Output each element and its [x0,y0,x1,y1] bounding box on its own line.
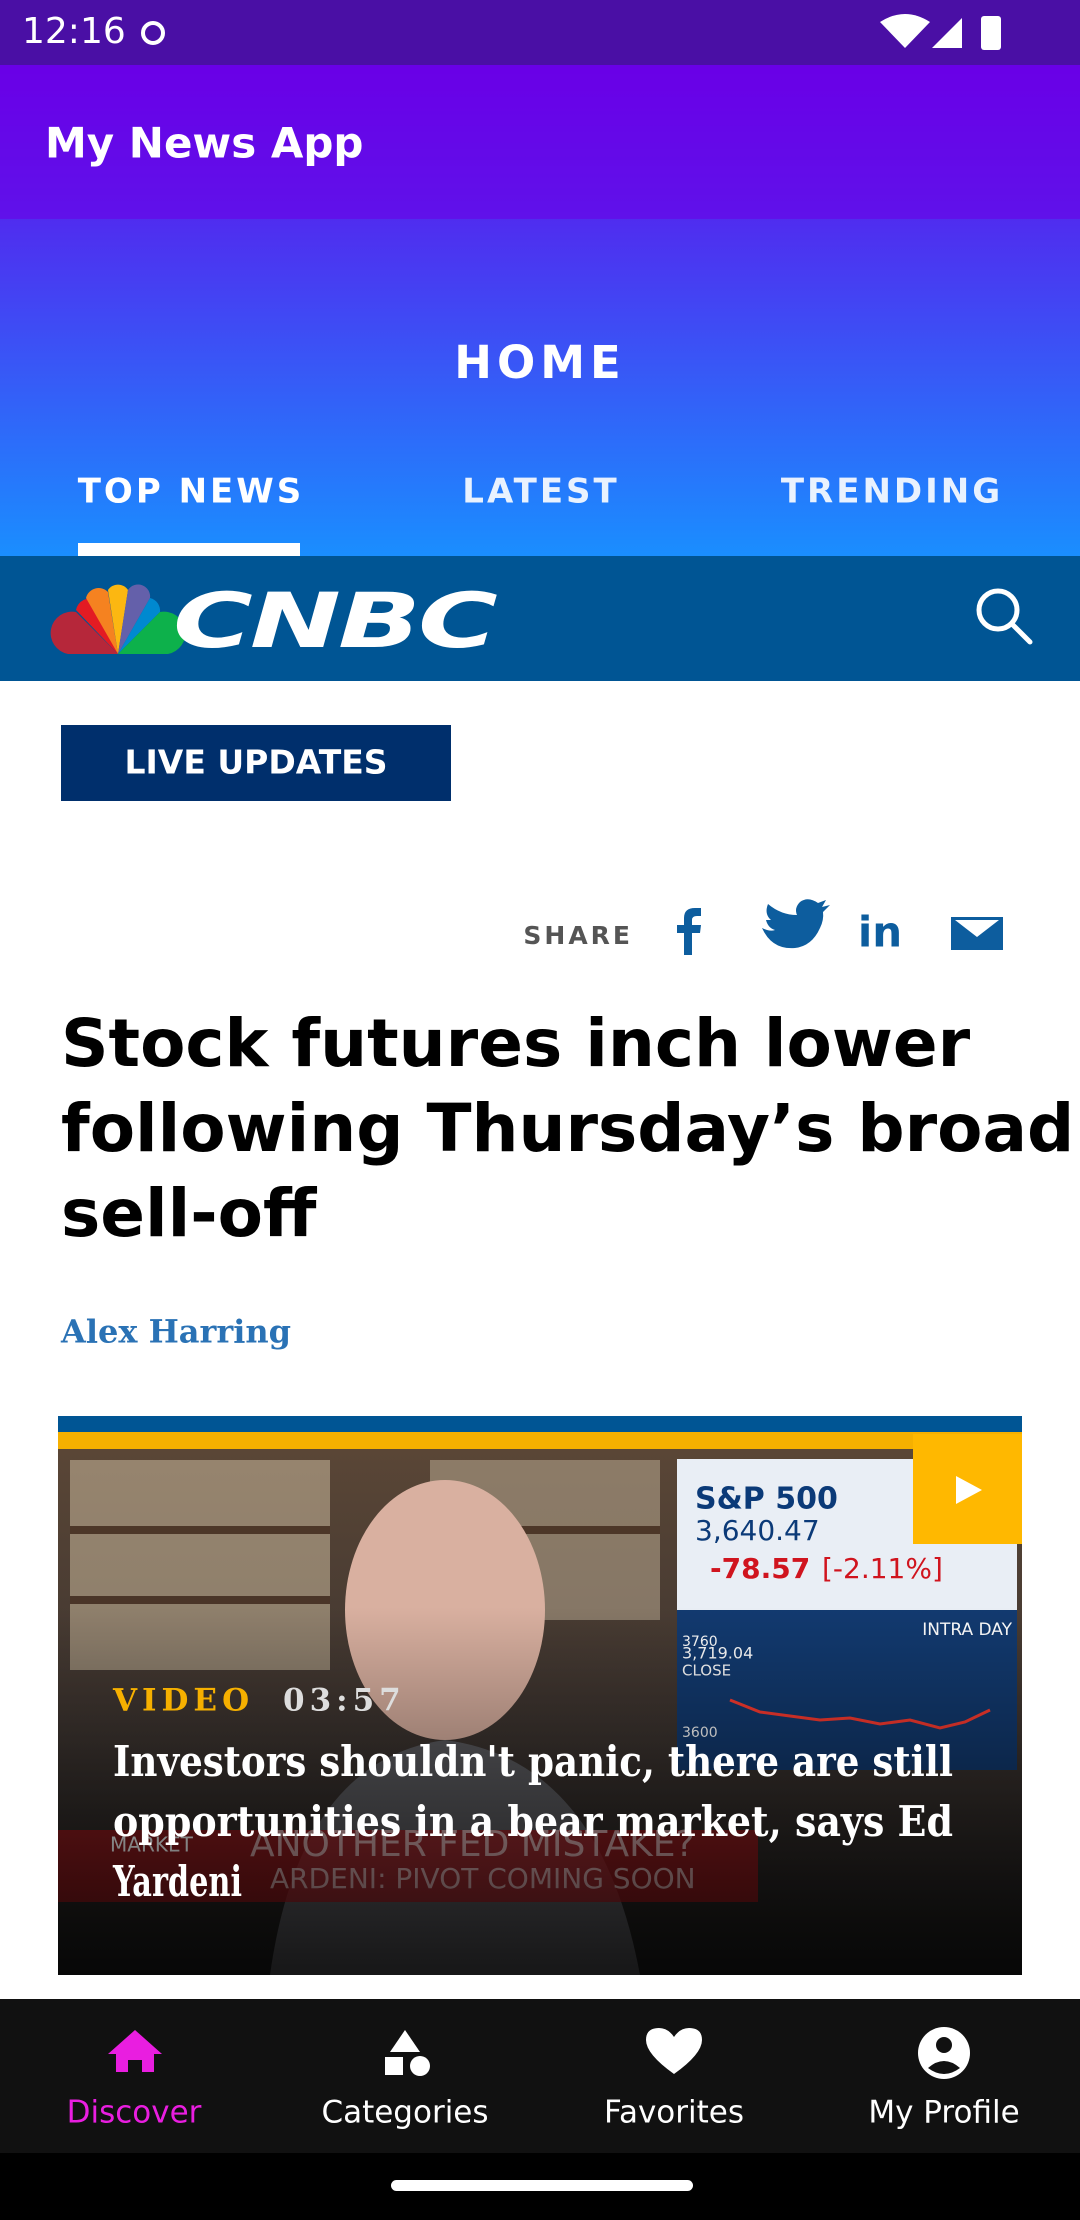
wifi-icon [880,14,930,48]
home-handle[interactable] [391,2180,693,2191]
video-accent-bar [58,1432,1022,1449]
app-title: My News App [45,119,364,168]
tab-indicator [78,543,300,556]
share-linkedin[interactable]: in [858,908,902,957]
tab[interactable]: TRENDING [781,472,1003,512]
brand-bar [0,556,1080,681]
video-top-bar [58,1416,1022,1432]
video-shade [58,1449,1022,1975]
video-title-line[interactable]: Investors shouldn't panic, there are sti… [113,1737,953,1786]
nav-label[interactable]: Favorites [604,2095,744,2131]
share-facebook[interactable] [677,908,701,955]
play-icon [956,1476,982,1504]
author[interactable]: Alex Harring [60,1313,291,1351]
nav-label[interactable]: My Profile [868,2095,1019,2131]
live-badge-text: LIVE UPDATES [124,743,387,782]
nav-icon-profile [918,2027,970,2079]
nav-label[interactable]: Discover [67,2095,202,2131]
status-time: 12:16 [22,11,126,52]
headline-line: sell-off [61,1175,318,1252]
battery-icon [981,16,1001,50]
headline-line: following Thursday’s broad [61,1090,1074,1167]
video-kind: VIDEO [112,1683,254,1719]
nav-icon-favorites [646,2028,702,2074]
status-icon [141,21,165,45]
signal-icon [932,18,962,48]
tab[interactable]: LATEST [462,472,619,512]
cnbc-peacock [50,584,186,654]
search-icon[interactable] [976,588,1033,645]
video-title-line[interactable]: Yardeni [112,1857,242,1906]
video-duration: 03:57 [283,1683,406,1719]
share-label: SHARE [523,921,633,950]
nav-icon-home [108,2030,162,2072]
cnbc-logo: CNBC [173,576,498,665]
nav-label[interactable]: Categories [321,2095,488,2131]
live-badge [61,725,451,801]
headline-line: Stock futures inch lower [61,1005,971,1082]
app-bar [0,65,1080,219]
nav-icon-categories [385,2030,430,2076]
section-title: HOME [454,336,625,389]
share-email[interactable] [951,917,1003,950]
share-twitter[interactable] [762,899,830,949]
video-title-line[interactable]: opportunities in a bear market, says Ed [113,1797,953,1846]
tab[interactable]: TOP NEWS [78,472,305,512]
